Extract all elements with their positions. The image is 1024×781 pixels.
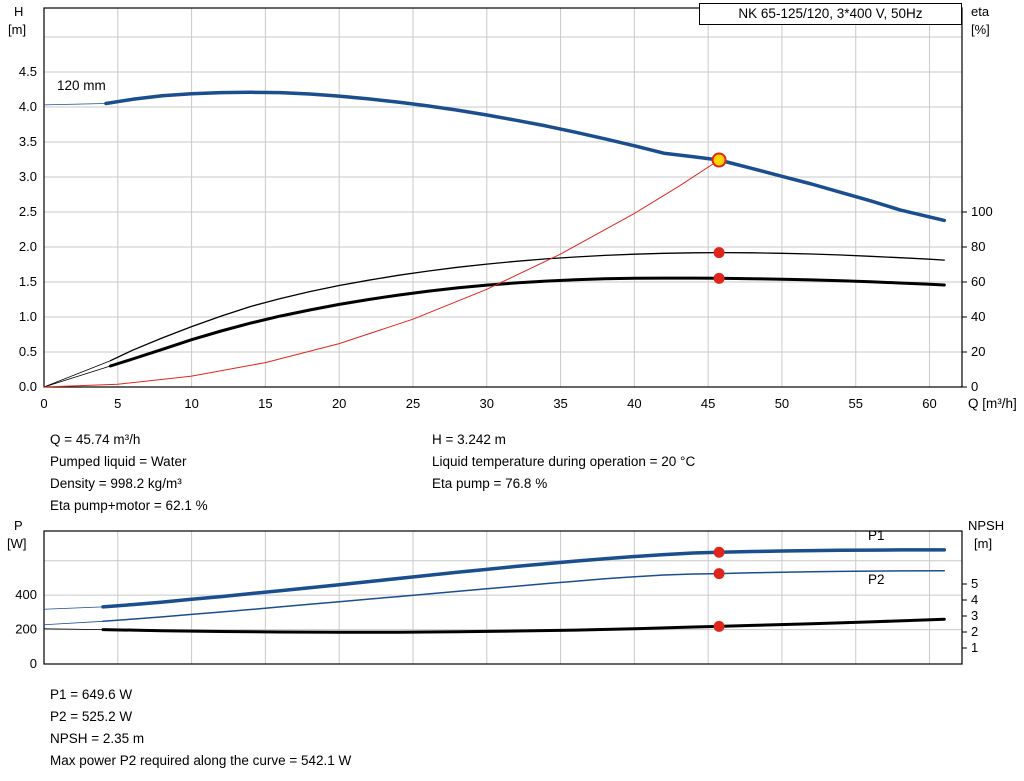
svg-text:P2: P2 <box>868 572 885 587</box>
eta-pump-curve <box>109 251 945 362</box>
info-eta-pump-motor: Eta pump+motor = 62.1 % <box>50 498 208 513</box>
svg-text:25: 25 <box>406 396 420 411</box>
svg-text:3.0: 3.0 <box>19 169 37 184</box>
svg-text:400: 400 <box>15 587 37 602</box>
svg-text:[W]: [W] <box>7 536 27 551</box>
svg-text:4: 4 <box>971 592 978 607</box>
svg-text:0: 0 <box>971 379 978 394</box>
p1-curve <box>101 548 947 609</box>
head-curve-120mm <box>104 90 947 223</box>
system-curve <box>43 159 720 388</box>
svg-text:3: 3 <box>971 608 978 623</box>
svg-text:4.5: 4.5 <box>19 64 37 79</box>
svg-text:45: 45 <box>701 396 715 411</box>
info-pumped-liquid: Pumped liquid = Water <box>50 454 187 469</box>
duty-point-dot <box>711 152 727 168</box>
svg-text:P1: P1 <box>868 528 885 543</box>
info-q-value: Q = 45.74 m³/h <box>50 432 141 447</box>
svg-text:H: H <box>14 4 23 19</box>
svg-text:20: 20 <box>971 344 985 359</box>
svg-text:3.5: 3.5 <box>19 134 37 149</box>
qh-eta-chart: 0 5 10 15 20 25 30 35 40 45 50 55 60 0.0 0.5 1.0 1.5 2.0 2… <box>8 4 1017 411</box>
duty-info-right: H = 3.242 m Liquid temperature during op… <box>432 429 695 495</box>
npsh-curve <box>101 617 946 634</box>
info-p2-value: P2 = 525.2 W <box>50 709 133 724</box>
svg-text:50: 50 <box>775 396 789 411</box>
svg-text:0: 0 <box>40 396 47 411</box>
svg-text:55: 55 <box>849 396 863 411</box>
info-eta-pump: Eta pump = 76.8 % <box>432 476 548 491</box>
svg-text:P: P <box>14 520 23 533</box>
svg-text:4.0: 4.0 <box>19 99 37 114</box>
svg-text:1.5: 1.5 <box>19 274 37 289</box>
svg-text:1.0: 1.0 <box>19 309 37 324</box>
info-p1-value: P1 = 649.6 W <box>50 687 133 702</box>
svg-text:60: 60 <box>922 396 936 411</box>
svg-text:40: 40 <box>627 396 641 411</box>
info-h-value: H = 3.242 m <box>432 432 506 447</box>
svg-text:20: 20 <box>332 396 346 411</box>
svg-text:[m]: [m] <box>8 22 26 37</box>
svg-text:100: 100 <box>971 204 993 219</box>
svg-text:0.5: 0.5 <box>19 344 37 359</box>
eta-pump-motor-dot <box>713 272 725 284</box>
svg-text:[m]: [m] <box>974 536 992 551</box>
svg-text:30: 30 <box>480 396 494 411</box>
svg-text:0.0: 0.0 <box>19 379 37 394</box>
svg-text:NPSH: NPSH <box>968 520 1004 533</box>
svg-text:200: 200 <box>15 622 37 637</box>
svg-text:2.5: 2.5 <box>19 204 37 219</box>
duty-info-left: Q = 45.74 m³/h Pumped liquid = Water Den… <box>50 429 208 517</box>
svg-text:2: 2 <box>971 624 978 639</box>
p2-curve <box>102 569 946 623</box>
svg-text:60: 60 <box>971 274 985 289</box>
info-density: Density = 998.2 kg/m³ <box>50 476 182 491</box>
p1-dot <box>713 546 725 558</box>
svg-text:Q [m³/h]: Q [m³/h] <box>968 396 1017 411</box>
svg-text:[%]: [%] <box>971 22 990 37</box>
svg-text:15: 15 <box>258 396 272 411</box>
pump-title-box: NK 65-125/120, 3*400 V, 50Hz <box>699 3 962 25</box>
svg-text:40: 40 <box>971 309 985 324</box>
svg-text:5: 5 <box>114 396 121 411</box>
svg-text:5: 5 <box>971 576 978 591</box>
npsh-dot <box>713 620 725 632</box>
svg-text:80: 80 <box>971 239 985 254</box>
eta-pump-motor-curve <box>108 276 946 368</box>
svg-text:1: 1 <box>971 640 978 655</box>
svg-text:35: 35 <box>553 396 567 411</box>
info-max-power: Max power P2 required along the curve = … <box>50 753 352 768</box>
svg-text:0: 0 <box>30 656 37 671</box>
p2-dot <box>713 568 725 580</box>
svg-text:10: 10 <box>184 396 198 411</box>
info-liquid-temp: Liquid temperature during operation = 20… <box>432 454 696 469</box>
svg-text:120 mm: 120 mm <box>57 78 106 93</box>
svg-text:eta: eta <box>971 4 990 19</box>
svg-text:2.0: 2.0 <box>19 239 37 254</box>
info-npsh-value: NPSH = 2.35 m <box>50 731 145 746</box>
eta-pump-dot <box>713 247 725 259</box>
power-info: P1 = 649.6 W P2 = 525.2 W NPSH = 2.35 m … <box>50 684 351 772</box>
